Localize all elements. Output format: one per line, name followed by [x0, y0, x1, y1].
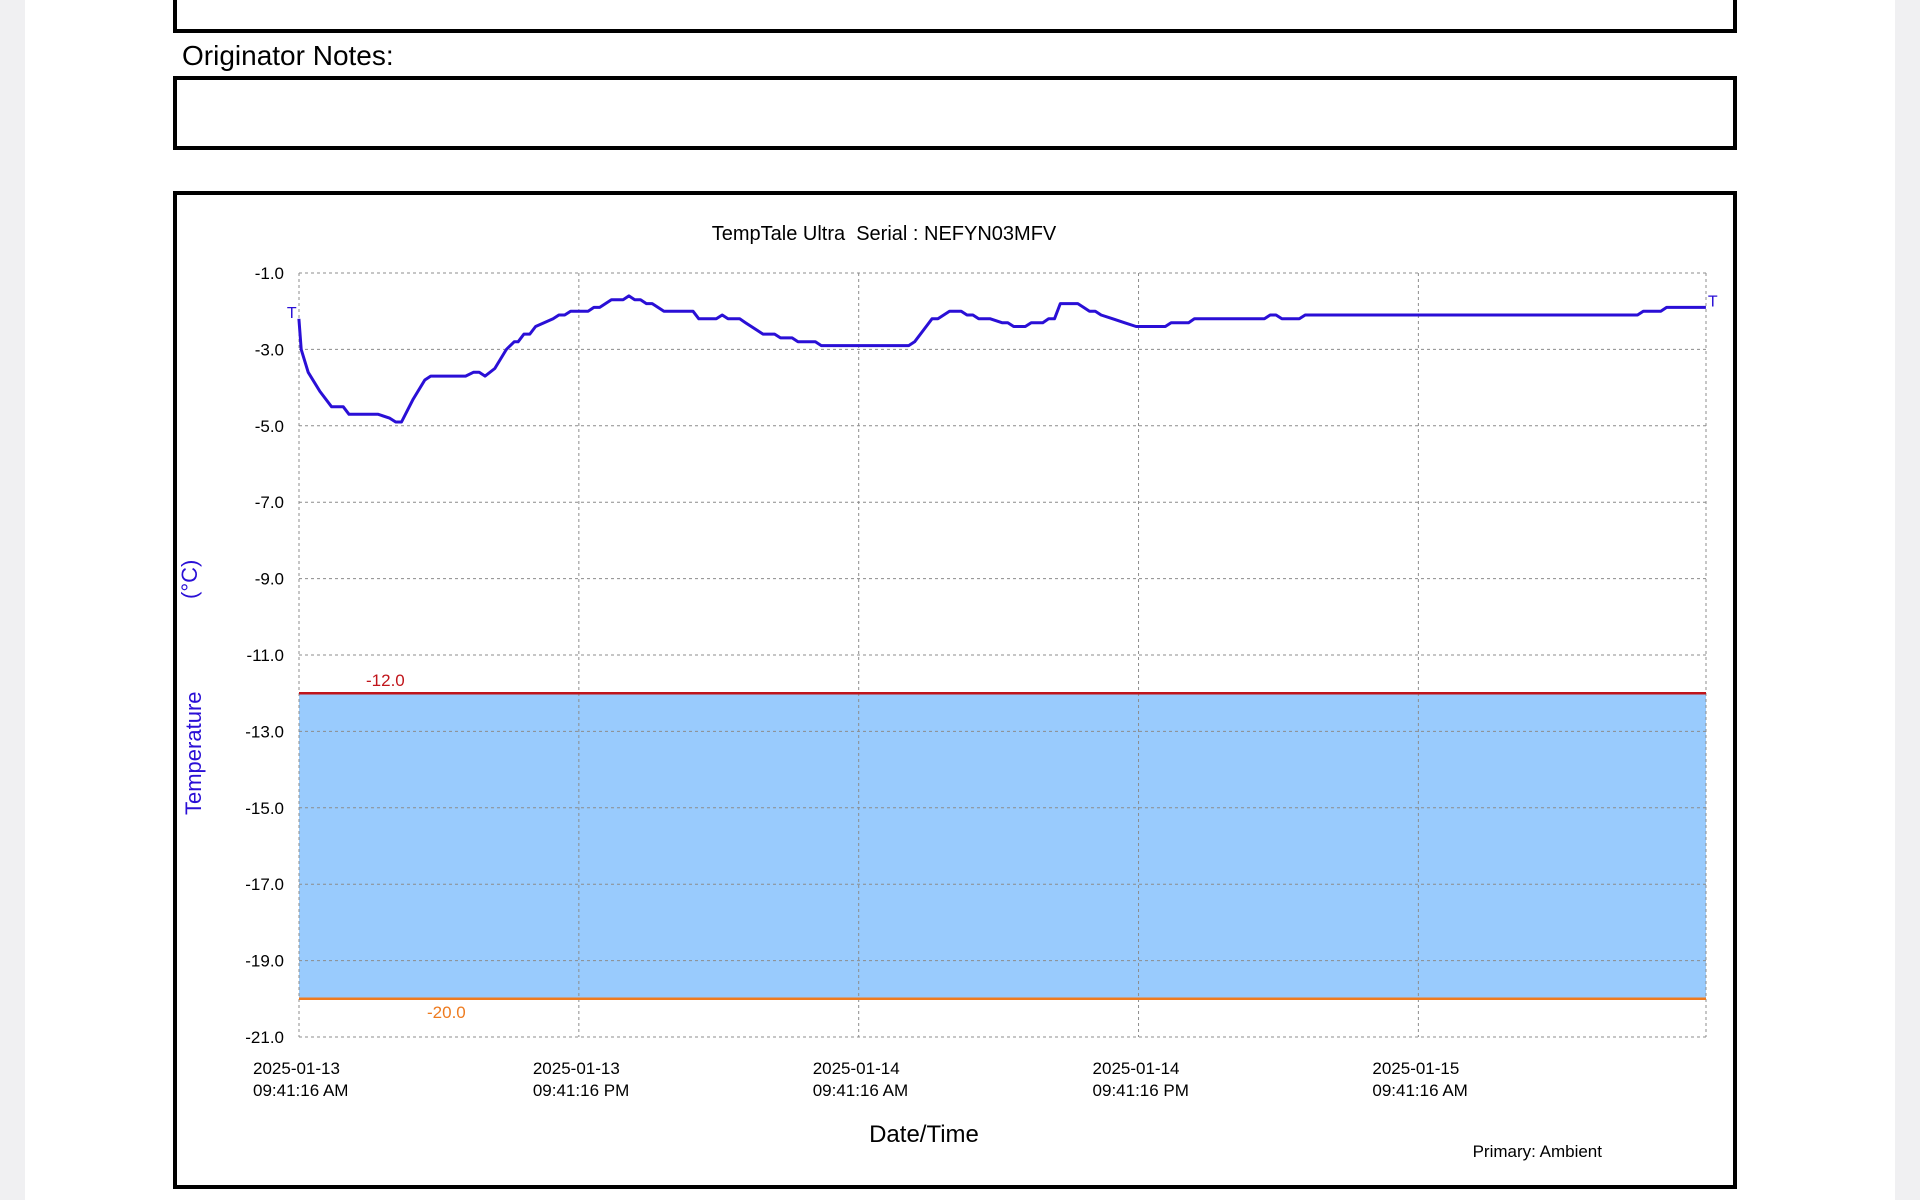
y-tick-label: -5.0 [255, 417, 284, 436]
y-tick-label: -17.0 [245, 875, 284, 894]
x-tick-date: 2025-01-14 [1093, 1059, 1180, 1078]
x-axis-ticks: 2025-01-13 09:41:16 AM 2025-01-13 09:41:16 … [253, 1059, 1468, 1100]
y-tick-label: -3.0 [255, 340, 284, 359]
chart-grid [298, 272, 1707, 1038]
upper-limit-label: -12.0 [366, 671, 405, 690]
acceptable-range-band [299, 693, 1706, 999]
x-tick-date: 2025-01-15 [1372, 1059, 1459, 1078]
y-tick-label: -21.0 [245, 1028, 284, 1047]
x-tick-date: 2025-01-14 [813, 1059, 900, 1078]
limit-lines: -12.0 -20.0 [299, 671, 1706, 1022]
chart-panel [173, 191, 1737, 1189]
originator-notes-field[interactable] [173, 76, 1737, 150]
lower-limit-label: -20.0 [427, 1003, 466, 1022]
x-tick-time: 09:41:16 AM [253, 1081, 348, 1100]
y-axis-unit: (°C) [177, 560, 202, 599]
y-axis-label: Temperature [181, 691, 206, 815]
previous-section-box [173, 0, 1737, 33]
x-tick-time: 09:41:16 AM [813, 1081, 908, 1100]
x-tick-date: 2025-01-13 [533, 1059, 620, 1078]
chart-title: TempTale Ultra Serial : NEFYN03MFV [712, 223, 1057, 245]
x-tick-time: 09:41:16 PM [1093, 1081, 1189, 1100]
originator-notes-label: Originator Notes: [182, 40, 394, 71]
trip-markers: TT [287, 293, 1718, 321]
start-marker: T [287, 305, 297, 322]
temperature-series-line [297, 294, 1706, 424]
x-tick-date: 2025-01-13 [253, 1059, 340, 1078]
y-tick-label: -15.0 [245, 799, 284, 818]
y-tick-label: -1.0 [255, 264, 284, 283]
y-tick-label: -9.0 [255, 570, 284, 589]
y-axis-ticks: -1.0 -3.0 -5.0 -7.0 -9.0 -11.0 -13.0 -15.0 -17.0… [245, 264, 284, 1047]
x-tick-time: 09:41:16 PM [533, 1081, 629, 1100]
y-tick-label: -7.0 [255, 493, 284, 512]
x-tick-time: 09:41:16 AM [1372, 1081, 1467, 1100]
y-tick-label: -19.0 [245, 952, 284, 971]
y-tick-label: -13.0 [245, 722, 284, 741]
end-marker: T [1708, 293, 1718, 310]
x-axis-label: Date/Time [869, 1121, 979, 1148]
primary-sensor-label: Primary: Ambient [1473, 1142, 1603, 1161]
y-tick-label: -11.0 [247, 646, 285, 665]
